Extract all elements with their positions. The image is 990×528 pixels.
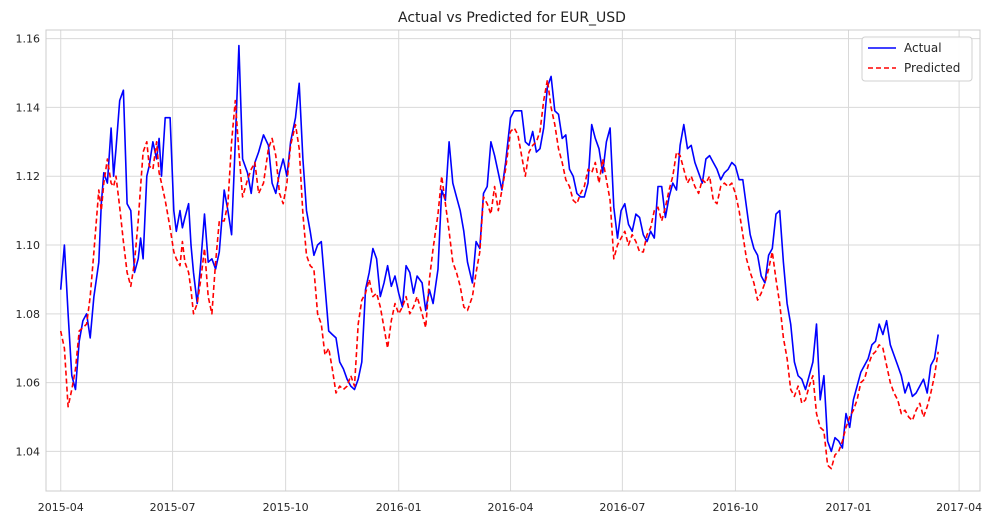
grid-lines (46, 30, 980, 491)
legend-label-actual: Actual (904, 41, 942, 55)
x-tick-label: 2015-10 (263, 501, 309, 514)
x-tick-label: 2016-07 (599, 501, 645, 514)
x-tick-label: 2015-04 (38, 501, 84, 514)
y-tick-label: 1.10 (16, 239, 41, 252)
series-line-actual (59, 44, 939, 453)
y-tick-label: 1.04 (16, 445, 41, 458)
y-tick-label: 1.16 (16, 33, 41, 46)
x-tick-label: 2017-01 (826, 501, 872, 514)
x-tick-label: 2016-01 (376, 501, 422, 514)
x-tick-label: 2015-07 (150, 501, 196, 514)
x-tick-label: 2016-10 (712, 501, 758, 514)
chart-title: Actual vs Predicted for EUR_USD (398, 10, 626, 26)
legend: Actual Predicted (861, 36, 973, 82)
plot-frame (45, 29, 981, 492)
y-tick-label: 1.08 (16, 308, 41, 321)
y-tick-label: 1.06 (16, 377, 41, 390)
legend-label-predicted: Predicted (904, 61, 960, 75)
y-tick-label: 1.12 (16, 170, 41, 183)
series-line-predicted (59, 79, 939, 470)
x-tick-label: 2017-04 (936, 501, 982, 514)
x-tick-label: 2016-04 (488, 501, 534, 514)
axes: 1.04 1.06 1.08 1.10 1.12 1.14 1.16 2015-04 2015-… (16, 29, 982, 514)
series-lines (59, 44, 939, 470)
y-tick-label: 1.14 (16, 101, 41, 114)
